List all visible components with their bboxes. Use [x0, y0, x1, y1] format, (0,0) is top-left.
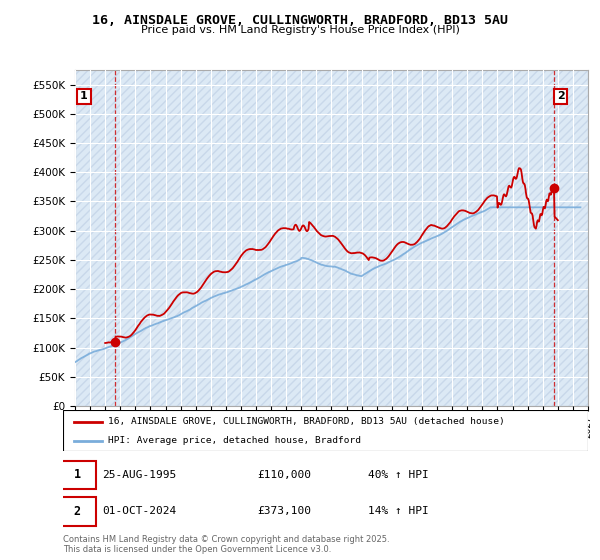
Text: 40% ↑ HPI: 40% ↑ HPI [367, 470, 428, 480]
Text: Price paid vs. HM Land Registry's House Price Index (HPI): Price paid vs. HM Land Registry's House … [140, 25, 460, 35]
FancyBboxPatch shape [58, 497, 96, 525]
Text: 1: 1 [80, 91, 88, 101]
Text: £373,100: £373,100 [257, 506, 311, 516]
Text: 2: 2 [74, 505, 81, 518]
Text: £110,000: £110,000 [257, 470, 311, 480]
Text: 16, AINSDALE GROVE, CULLINGWORTH, BRADFORD, BD13 5AU: 16, AINSDALE GROVE, CULLINGWORTH, BRADFO… [92, 14, 508, 27]
Text: 16, AINSDALE GROVE, CULLINGWORTH, BRADFORD, BD13 5AU (detached house): 16, AINSDALE GROVE, CULLINGWORTH, BRADFO… [107, 417, 505, 426]
Text: 01-OCT-2024: 01-OCT-2024 [103, 506, 176, 516]
Text: Contains HM Land Registry data © Crown copyright and database right 2025.
This d: Contains HM Land Registry data © Crown c… [63, 535, 389, 554]
Text: HPI: Average price, detached house, Bradford: HPI: Average price, detached house, Brad… [107, 436, 361, 445]
Text: 25-AUG-1995: 25-AUG-1995 [103, 470, 176, 480]
Bar [75, 70, 588, 406]
Text: 14% ↑ HPI: 14% ↑ HPI [367, 506, 428, 516]
FancyBboxPatch shape [58, 461, 96, 489]
FancyBboxPatch shape [63, 410, 588, 451]
Text: 1: 1 [74, 469, 81, 482]
Text: 2: 2 [557, 91, 565, 101]
